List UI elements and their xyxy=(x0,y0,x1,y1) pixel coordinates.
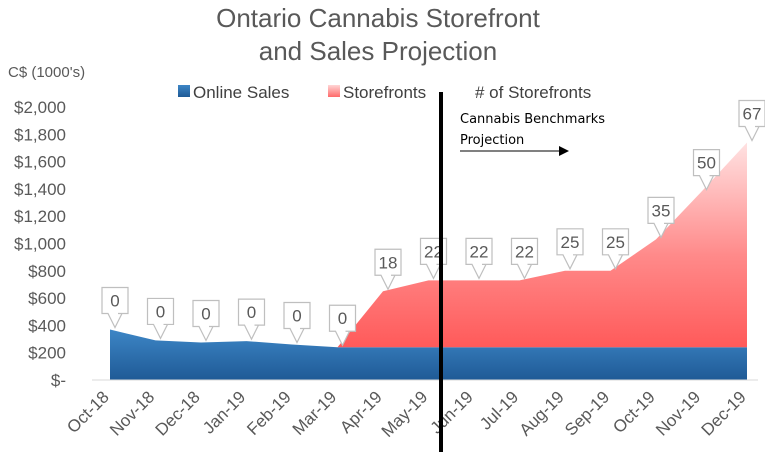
storefront-count-value: 35 xyxy=(652,201,671,220)
callout-box xyxy=(374,248,402,291)
x-tick-label: Dec-18 xyxy=(152,387,204,439)
storefront-count-callout: 0 xyxy=(192,299,220,342)
storefront-count-value: 25 xyxy=(561,233,580,252)
projection-note-line1: Cannabis Benchmarks xyxy=(460,112,605,127)
x-tick-label: Feb-19 xyxy=(243,387,295,439)
legend-label-storefronts: Storefronts xyxy=(343,83,426,102)
storefront-count-value: 50 xyxy=(697,154,716,173)
legend-label-storefront-count: # of Storefronts xyxy=(475,83,591,102)
y-tick-label: $1,600 xyxy=(14,153,66,172)
y-tick-label: $1,000 xyxy=(14,235,66,254)
x-axis-ticks: Oct-18Nov-18Dec-18Jan-19Feb-19Mar-19Apr-… xyxy=(63,387,750,441)
storefront-count-value: 22 xyxy=(424,242,443,261)
callout-box xyxy=(692,149,721,191)
callout-box xyxy=(101,286,129,329)
storefront-count-labels: 0 0 0 0 0 0 18 22 22 22 25 25 35 50 67 xyxy=(101,99,765,347)
projection-note-line2: Projection xyxy=(460,133,524,148)
storefront-count-value: 25 xyxy=(606,233,625,252)
legend-swatch-online-sales xyxy=(178,85,190,97)
x-tick-label: Sep-19 xyxy=(561,387,613,439)
storefront-count-callout: 25 xyxy=(556,228,584,271)
legend-label-online-sales: Online Sales xyxy=(193,83,289,102)
x-tick-label: Nov-19 xyxy=(652,387,704,439)
x-tick-label: Oct-19 xyxy=(609,387,659,437)
y-tick-label: $400 xyxy=(28,316,66,335)
storefront-count-callout: 22 xyxy=(510,237,539,280)
plot-areas xyxy=(110,142,747,380)
storefronts-area xyxy=(110,142,747,348)
callout-box xyxy=(556,228,584,271)
y-axis-ticks: $- $200 $400 $600 $800 $1,000 $1,200 $1,400 $1,6… xyxy=(14,98,66,390)
y-tick-label: $- xyxy=(51,371,66,390)
storefront-count-callout: 0 xyxy=(283,301,311,344)
storefront-count-callout: 0 xyxy=(146,297,175,340)
callout-box xyxy=(283,301,311,344)
x-tick-label: Dec-19 xyxy=(698,387,750,439)
storefront-count-value: 22 xyxy=(515,242,534,261)
callout-box xyxy=(192,299,220,342)
y-tick-label: $1,400 xyxy=(14,180,66,199)
x-tick-label: Aug-19 xyxy=(516,387,568,439)
y-tick-label: $600 xyxy=(28,289,66,308)
y-tick-label: $2,000 xyxy=(14,98,66,117)
y-tick-label: $1,800 xyxy=(14,125,66,144)
storefront-count-callout: 0 xyxy=(237,298,266,341)
storefront-count-value: 0 xyxy=(292,307,301,326)
storefront-count-callout: 18 xyxy=(374,248,402,291)
storefront-count-callout: 0 xyxy=(328,304,357,347)
storefront-count-value: 0 xyxy=(156,302,165,321)
chart-title-line1: Ontario Cannabis Storefront xyxy=(216,3,541,33)
x-tick-label: Apr-19 xyxy=(336,387,386,437)
storefront-count-callout: 0 xyxy=(101,286,129,329)
x-tick-label: Jan-19 xyxy=(199,387,249,437)
callout-box xyxy=(328,304,357,347)
storefront-count-value: 18 xyxy=(379,253,398,272)
y-tick-label: $200 xyxy=(28,344,66,363)
callout-box xyxy=(146,297,175,340)
x-tick-label: Nov-18 xyxy=(106,387,158,439)
callout-box xyxy=(601,228,630,271)
storefront-count-value: 22 xyxy=(470,242,489,261)
legend-swatch-storefronts xyxy=(328,85,340,97)
storefront-count-callout: 67 xyxy=(738,99,765,142)
x-tick-label: Jun-19 xyxy=(427,387,477,437)
storefront-count-callout: 35 xyxy=(647,196,675,239)
legend: Online Sales Storefronts # of Storefront… xyxy=(178,83,591,102)
y-tick-label: $800 xyxy=(28,262,66,281)
chart-title-line2: and Sales Projection xyxy=(259,36,497,66)
storefront-count-value: 0 xyxy=(201,304,210,323)
storefront-count-value: 67 xyxy=(743,104,762,123)
callout-box xyxy=(237,298,266,341)
callout-box xyxy=(738,99,765,142)
callout-box xyxy=(647,196,675,239)
x-tick-label: Oct-18 xyxy=(63,387,113,437)
storefront-count-value: 0 xyxy=(110,291,119,310)
storefront-count-value: 0 xyxy=(338,309,347,328)
callout-box xyxy=(510,237,539,280)
storefront-count-callout: 22 xyxy=(465,237,493,280)
projection-arrow-head xyxy=(559,146,569,156)
x-tick-label: Mar-19 xyxy=(289,387,341,439)
online-sales-area xyxy=(110,329,747,380)
storefront-count-callout: 50 xyxy=(692,149,721,191)
storefront-count-callout: 25 xyxy=(601,228,630,271)
storefront-count-value: 0 xyxy=(247,303,256,322)
callout-box xyxy=(465,237,493,280)
x-tick-label: May-19 xyxy=(378,387,432,441)
y-axis-label: C$ (1000's) xyxy=(8,64,85,81)
y-tick-label: $1,200 xyxy=(14,207,66,226)
